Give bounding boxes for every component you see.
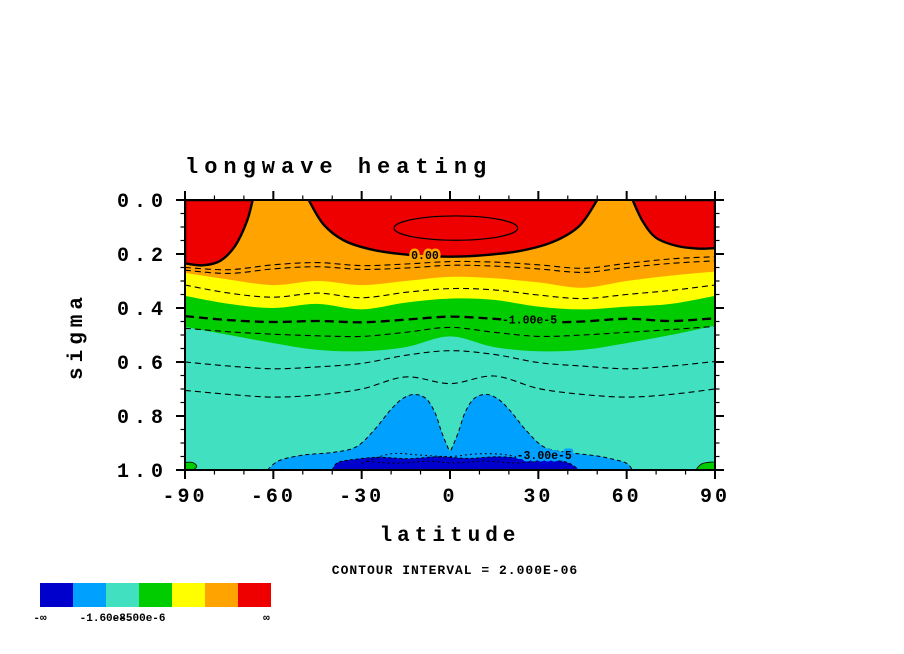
band-red-right bbox=[631, 200, 715, 250]
contour-lines bbox=[185, 256, 715, 464]
colorbar-cell bbox=[40, 583, 73, 607]
colorbar-cell bbox=[106, 583, 139, 607]
plot-frame bbox=[184, 199, 716, 471]
colorbar-cell bbox=[73, 583, 106, 607]
band-red-left bbox=[185, 200, 254, 267]
colorbar-cell bbox=[139, 583, 172, 607]
x-axis-label: latitude bbox=[380, 525, 521, 548]
band-light-blue bbox=[266, 393, 634, 470]
x-tick-label: -90 bbox=[162, 486, 207, 509]
inner-red-contour bbox=[393, 215, 519, 241]
y-tick-label: 0.4 bbox=[117, 299, 168, 322]
contour-line bbox=[185, 260, 715, 274]
x-tick-label: -30 bbox=[339, 486, 384, 509]
colorbar-label: ∞ bbox=[263, 613, 270, 625]
contour-line bbox=[185, 314, 715, 324]
contour-line bbox=[185, 350, 715, 370]
band-red-center bbox=[307, 200, 599, 258]
green-corner-spot bbox=[185, 461, 198, 470]
contour-line bbox=[185, 256, 715, 271]
y-tick-label: 0.0 bbox=[117, 191, 168, 214]
colorbar-cell bbox=[238, 583, 271, 607]
plot-title: longwave heating bbox=[185, 155, 492, 180]
y-tick-label: 0.6 bbox=[117, 353, 168, 376]
colorbar-cell bbox=[172, 583, 205, 607]
contour-value-label: -3.00e-5 bbox=[517, 450, 572, 463]
x-tick-label: 90 bbox=[700, 486, 730, 509]
x-tick-label: 0 bbox=[442, 486, 457, 509]
contour-line-fine bbox=[361, 452, 539, 464]
y-tick-label: 0.8 bbox=[117, 407, 168, 430]
axes-frame bbox=[176, 191, 724, 479]
colorbar: -∞ -1.60e-5-8.00e-6 ∞ bbox=[33, 583, 271, 625]
contour-line bbox=[185, 325, 715, 338]
x-tick-label: 60 bbox=[612, 486, 642, 509]
contour-line bbox=[185, 284, 715, 300]
y-tick-label: 0.2 bbox=[117, 245, 168, 268]
filled-contour-bands bbox=[185, 200, 715, 470]
green-corner-spot bbox=[695, 461, 715, 470]
tick-labels: -90 -60 -30 0 30 60 90 0.0 0.2 0.4 0.6 0.8 1.0 bbox=[117, 191, 730, 509]
y-tick-label: 1.0 bbox=[117, 461, 168, 484]
contour-value-label: 0.00 bbox=[411, 250, 439, 263]
x-tick-label: -60 bbox=[251, 486, 296, 509]
x-tick-label: 30 bbox=[523, 486, 553, 509]
colorbar-label: -1.60e-5 bbox=[80, 613, 133, 625]
band-dark-blue bbox=[331, 456, 581, 470]
contour-interval-note: CONTOUR INTERVAL = 2.000E-06 bbox=[332, 563, 578, 578]
y-axis-label: sigma bbox=[66, 292, 89, 380]
contour-value-label: -1.00e-5 bbox=[502, 315, 557, 328]
colorbar-label: -8.00e-6 bbox=[113, 613, 166, 625]
contour-line-labels: 0.00 -1.00e-5 -3.00e-5 bbox=[409, 248, 575, 466]
colorbar-label: -∞ bbox=[33, 613, 47, 625]
colorbar-cell bbox=[205, 583, 238, 607]
